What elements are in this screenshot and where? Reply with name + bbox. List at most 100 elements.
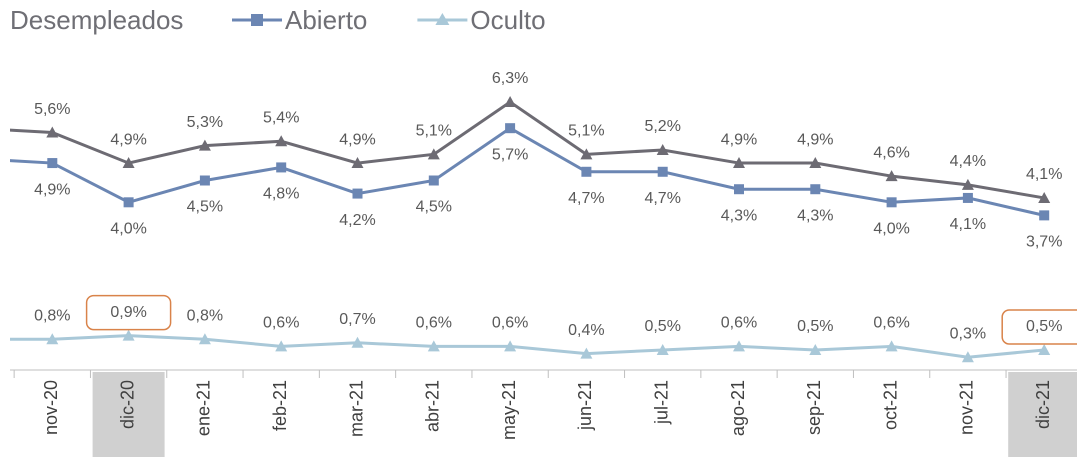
point (122, 329, 135, 341)
value-label: 4,9% (339, 131, 375, 148)
point (275, 340, 288, 352)
point (886, 197, 897, 208)
value-label: 5,2% (644, 118, 680, 135)
point (961, 351, 974, 363)
x-tick-label: feb-21 (270, 380, 290, 431)
point (809, 344, 822, 355)
x-tick-label: ene-21 (194, 380, 214, 436)
point (885, 170, 898, 182)
point (1039, 210, 1050, 221)
label-highlight (85, 294, 172, 331)
point (276, 162, 287, 173)
value-label: 0,5% (1026, 318, 1062, 335)
point (733, 340, 745, 352)
series-line (10, 334, 1045, 359)
point (352, 188, 363, 199)
value-label: 4,9% (34, 181, 70, 198)
point (198, 333, 211, 345)
value-label: 0,6% (416, 315, 452, 332)
point (427, 148, 440, 160)
value-label: 0,5% (797, 318, 833, 335)
x-tick-label: sep-21 (804, 380, 824, 435)
point (199, 175, 210, 186)
x-tick-label: nov-21 (957, 380, 977, 435)
value-label: 3,7% (1026, 234, 1062, 251)
value-label: 5,6% (34, 101, 70, 118)
point (1038, 191, 1051, 203)
x-tick-label: oct-21 (880, 380, 900, 430)
x-tick-label: mar-21 (346, 380, 366, 437)
point (962, 192, 973, 203)
value-label: 4,6% (873, 144, 909, 161)
point (961, 178, 974, 190)
point (46, 126, 59, 138)
value-label: 5,1% (568, 123, 604, 140)
value-label: 4,7% (644, 190, 680, 207)
point (733, 157, 745, 169)
point (505, 123, 516, 134)
point (427, 340, 440, 352)
legend-marker (435, 13, 450, 25)
point (504, 96, 517, 108)
point (351, 336, 364, 348)
value-label: 5,3% (187, 114, 223, 131)
point (46, 333, 59, 345)
point (656, 143, 669, 155)
point (580, 347, 593, 359)
value-label: 4,0% (110, 221, 146, 238)
value-label: 5,4% (263, 109, 299, 126)
value-label: 0,8% (34, 307, 70, 324)
value-label: 4,2% (339, 212, 375, 229)
value-label: 4,4% (950, 153, 986, 170)
value-label: 0,9% (110, 304, 146, 321)
value-label: 0,6% (263, 315, 299, 332)
point (810, 184, 821, 195)
value-label: 0,7% (339, 311, 375, 328)
point (580, 148, 593, 160)
value-label: 0,6% (873, 315, 909, 332)
value-label: 0,6% (721, 315, 757, 332)
plot-area (10, 96, 1051, 363)
x-tick-label: jun-21 (575, 380, 595, 431)
value-label: 5,1% (416, 123, 452, 140)
point (656, 344, 669, 355)
point (581, 166, 592, 177)
x-tick-label: abr-21 (423, 380, 443, 432)
x-tick-label: dic-21 (1033, 380, 1053, 429)
value-label: 6,3% (492, 70, 528, 87)
point (351, 157, 364, 169)
point (428, 175, 439, 186)
point (734, 184, 744, 195)
x-tick-label: ago-21 (728, 380, 748, 436)
highlight-box (92, 372, 165, 457)
value-label: 0,8% (187, 307, 223, 324)
value-label: 0,6% (492, 315, 528, 332)
legend: Abierto Oculto (232, 5, 546, 35)
legend-marker (251, 14, 263, 26)
x-tick-label: dic-20 (117, 380, 137, 429)
legend-label: Oculto (470, 5, 545, 35)
value-label: 0,5% (644, 318, 680, 335)
value-label: 0,3% (950, 325, 986, 342)
value-label: 0,4% (568, 322, 604, 339)
x-tick-label: jul-21 (651, 380, 671, 425)
value-label: 4,5% (187, 199, 223, 216)
value-label: 4,7% (568, 190, 604, 207)
value-label: 4,9% (110, 131, 146, 148)
value-label: 4,5% (416, 199, 452, 216)
value-label: 4,1% (1026, 166, 1062, 183)
x-tick-label: nov-20 (41, 380, 61, 435)
point (122, 157, 135, 169)
value-label: 4,9% (797, 131, 833, 148)
chart-title: Desempleados (10, 5, 183, 35)
point (504, 340, 517, 352)
value-label: 4,0% (873, 221, 909, 238)
highlight-box (1008, 372, 1077, 457)
value-label: 4,3% (797, 207, 833, 224)
point (657, 166, 668, 177)
point (123, 197, 134, 208)
value-label: 4,3% (721, 207, 757, 224)
value-label: 5,7% (492, 146, 528, 163)
point (198, 139, 211, 151)
